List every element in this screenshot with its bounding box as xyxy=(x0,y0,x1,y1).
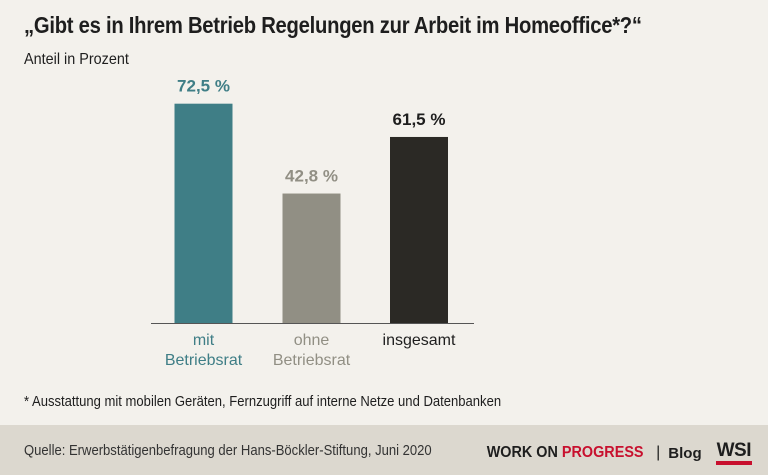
chart-subtitle: Anteil in Prozent xyxy=(24,51,129,68)
footer-bar xyxy=(0,425,768,475)
wsi-logo: WSI xyxy=(715,441,752,465)
footnote: * Ausstattung mit mobilen Geräten, Fernz… xyxy=(24,394,502,410)
category-label: ohne xyxy=(294,332,330,349)
data-label: 42,8 % xyxy=(285,167,338,186)
category-label: Betriebsrat xyxy=(165,352,243,369)
chart-title: „Gibt es in Ihrem Betrieb Regelungen zur… xyxy=(24,12,642,38)
brand-block: WORK ON PROGRESS | Blog WSI xyxy=(478,438,752,468)
brand-progress: PROGRESS xyxy=(561,444,644,461)
category-label: Betriebsrat xyxy=(273,352,351,369)
data-label: 61,5 % xyxy=(393,110,446,129)
bar xyxy=(174,103,233,323)
bar xyxy=(282,193,341,323)
brand-wordmark: WORK ON PROGRESS xyxy=(487,444,644,462)
brand-blog: Blog xyxy=(668,444,702,462)
brand-separator: | xyxy=(656,444,661,461)
data-label: 72,5 % xyxy=(177,77,230,96)
bar-chart: 72,5 % mit Betriebsrat 42,8 % ohne Betriebsra… xyxy=(151,77,474,369)
brand-work-on: WORK ON xyxy=(486,444,562,461)
category-label: mit xyxy=(193,332,215,349)
category-label: insgesamt xyxy=(383,332,456,349)
source-note: Quelle: Erwerbstätigenbefragung der Hans… xyxy=(24,443,432,459)
bar xyxy=(390,136,448,323)
